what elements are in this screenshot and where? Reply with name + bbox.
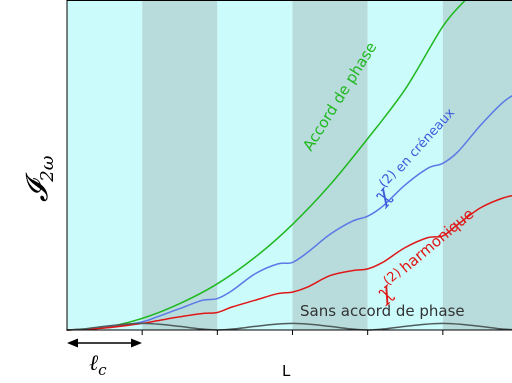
curve-square-qpm xyxy=(66,94,512,331)
coherence-bands xyxy=(67,0,512,330)
x-axis-label: L xyxy=(282,362,291,380)
y-axis-label-sub: 2ω xyxy=(37,155,58,182)
coherence-length-main: ℓ xyxy=(89,351,99,376)
coherence-band-2 xyxy=(142,0,218,330)
x-ticks xyxy=(141,330,444,335)
coherence-band-3 xyxy=(217,0,293,330)
coherence-band-4 xyxy=(292,0,368,330)
coherence-band-5 xyxy=(367,0,443,330)
curve-phase-matching xyxy=(66,0,467,331)
y-axis-label: 𝓘2ω xyxy=(20,155,58,202)
coherence-band-1 xyxy=(67,0,143,330)
curve-no-phase-matching xyxy=(66,322,512,331)
coherence-length-sub: c xyxy=(98,361,107,379)
coherence-band-6 xyxy=(442,0,512,330)
coherence-length-label: ℓc xyxy=(89,351,107,379)
coherence-length-arrow xyxy=(67,338,142,348)
curve-harmonic-qpm xyxy=(66,194,512,331)
curves xyxy=(66,0,512,331)
label-no-phase-matching: Sans accord de phase xyxy=(300,302,465,320)
